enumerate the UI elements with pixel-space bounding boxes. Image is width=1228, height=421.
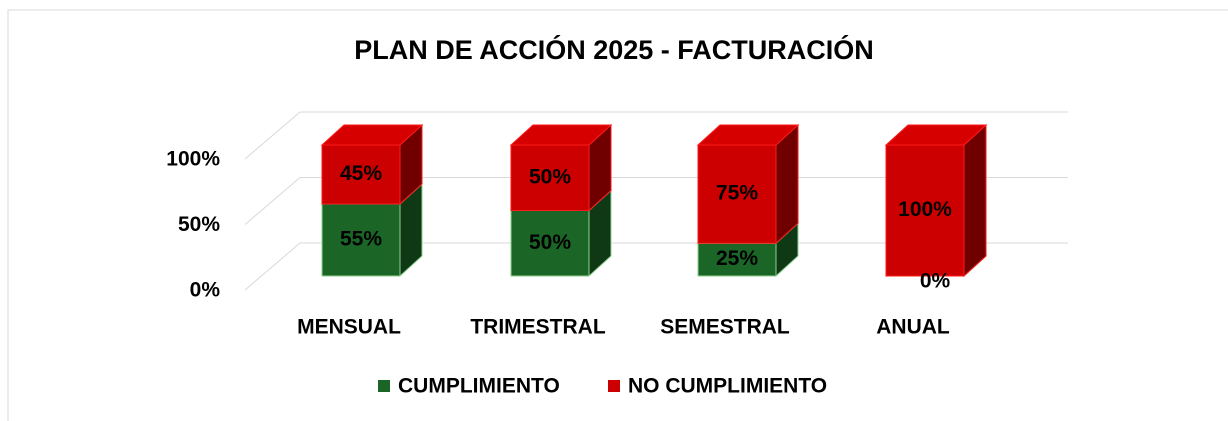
bar-top — [696, 124, 800, 146]
x-tick-label: SEMESTRAL — [660, 316, 790, 339]
legend-swatch — [378, 380, 390, 392]
y-tick-label: 50% — [178, 213, 220, 236]
bar-top — [884, 124, 988, 146]
chart-frame — [7, 9, 1228, 421]
bar-front — [510, 144, 590, 211]
bar-top — [320, 124, 424, 146]
grid-line — [244, 242, 1068, 291]
bar-side — [963, 123, 987, 278]
bar-front — [697, 144, 777, 244]
legend-label: NO CUMPLIMIENTO — [628, 375, 827, 398]
bar-front — [885, 144, 965, 277]
x-tick-label: TRIMESTRAL — [470, 316, 605, 339]
data-label: 25% — [716, 247, 758, 270]
x-tick-label: MENSUAL — [297, 316, 401, 339]
bar-side — [775, 123, 799, 245]
data-label: 55% — [340, 228, 382, 251]
legend-swatch — [608, 380, 620, 392]
data-label: 50% — [529, 165, 571, 188]
bar-front — [697, 242, 777, 277]
data-label: 100% — [898, 198, 952, 221]
y-tick-label: 100% — [166, 148, 220, 171]
bar-front — [510, 210, 590, 277]
grid-line — [244, 177, 1068, 225]
data-label: 75% — [716, 182, 758, 205]
x-tick-label: ANUAL — [876, 316, 950, 339]
bar-top — [509, 124, 613, 146]
data-label: 45% — [340, 162, 382, 185]
data-label: 50% — [529, 231, 571, 254]
data-label: 0% — [920, 270, 951, 293]
grid-line — [244, 111, 1068, 160]
y-tick-label: 0% — [190, 279, 221, 302]
legend-label: CUMPLIMIENTO — [398, 375, 560, 398]
chart-title: PLAN DE ACCIÓN 2025 - FACTURACIÓN — [354, 34, 874, 65]
